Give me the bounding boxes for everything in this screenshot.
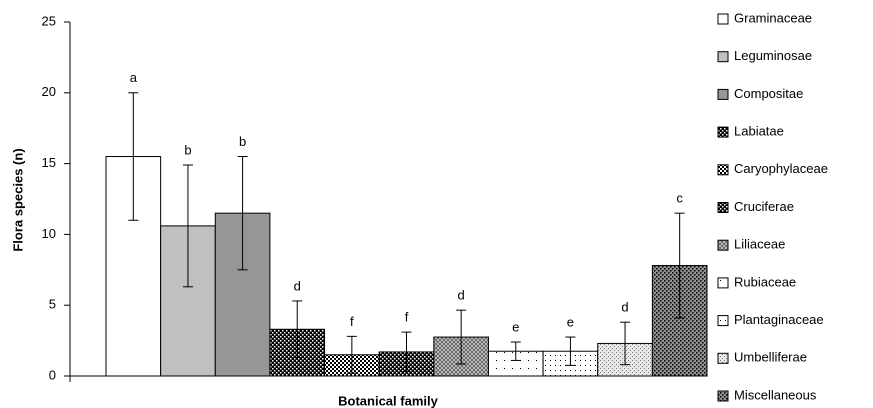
annotation: b [184,142,191,157]
y-tick-label: 5 [49,297,56,312]
legend-label: Plantaginaceae [734,312,824,327]
annotation: d [458,288,465,303]
legend-swatch [717,202,729,213]
annotation: f [405,310,409,325]
annotation: c [676,191,683,206]
legend-swatch [717,51,729,63]
legend-swatch [717,390,729,402]
legend-swatch [717,352,729,364]
legend-label: Liliaceae [734,237,785,252]
annotation: d [621,300,628,315]
legend-swatch [717,315,729,327]
annotation: d [294,278,301,293]
y-tick-label: 15 [42,155,56,170]
annotation: f [350,314,354,329]
annotation: e [512,319,519,334]
annotation: a [130,70,138,85]
annotation: e [567,314,574,329]
legend-label: Graminaceae [734,10,812,25]
legend-swatch [717,13,729,25]
y-tick-label: 10 [42,226,56,241]
legend-swatch [717,126,729,138]
legend-label: Leguminosae [734,48,812,63]
legend-label: Compositae [734,86,803,101]
y-tick-label: 0 [49,367,56,382]
legend-label: Rubiaceae [734,274,796,289]
legend-label: Labiatae [734,124,784,139]
annotation: b [239,134,246,149]
legend-label: Caryophylaceae [734,161,828,176]
legend-swatch [717,88,729,100]
x-axis-label: Botanical family [338,393,438,408]
legend-swatch [717,239,729,251]
y-tick-label: 20 [42,84,56,99]
legend-label: Cruciferae [734,199,794,214]
y-axis-label: Flora species (n) [10,148,25,251]
legend-label: Miscellaneous [734,387,817,402]
legend-swatch [717,164,729,176]
y-tick-label: 25 [42,13,56,28]
legend-swatch [717,277,729,289]
legend-label: Umbelliferae [734,350,807,365]
